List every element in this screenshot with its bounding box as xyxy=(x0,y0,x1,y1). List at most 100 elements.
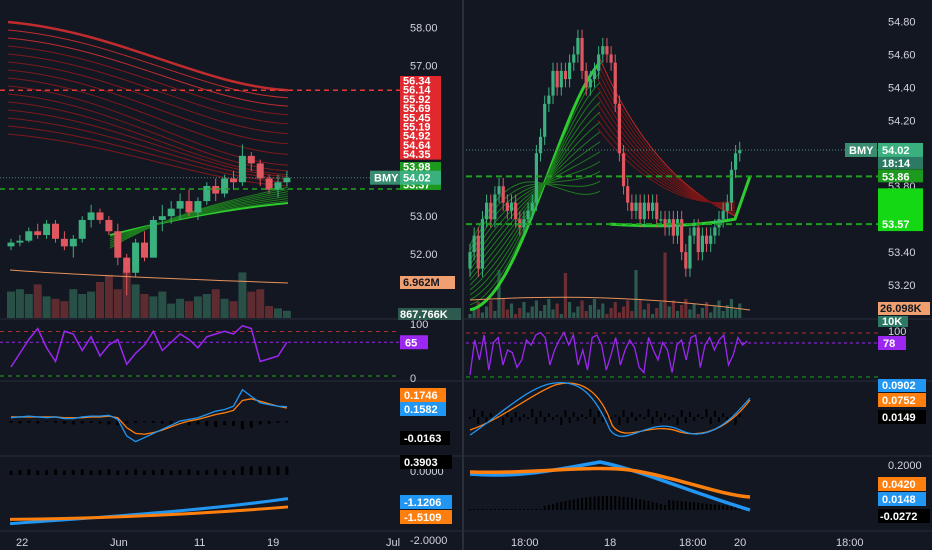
oscillator-histogram-bar xyxy=(655,502,658,510)
macd-histogram-bar xyxy=(502,417,505,425)
volume-bar xyxy=(96,282,104,318)
oscillator-slow-line xyxy=(9,505,289,521)
time-axis[interactable]: 22 Jun 11 19 Jul 18:00 18 18:00 20 18:00 xyxy=(16,537,864,549)
macd-histogram-bar xyxy=(659,417,662,422)
macd-histogram-bar xyxy=(643,417,646,419)
macd-histogram-bar xyxy=(684,417,687,423)
oscillator-histogram-bar xyxy=(134,469,138,475)
volume-bar xyxy=(104,274,113,318)
candle-body xyxy=(671,219,675,236)
left-macd-panel[interactable] xyxy=(9,388,289,443)
rsi-tick-label: 100 xyxy=(888,326,906,338)
left-oscillator-panel[interactable] xyxy=(9,466,289,526)
volume-bar xyxy=(696,314,700,318)
time-tick-label: 19 xyxy=(267,537,279,549)
volume-bar xyxy=(559,314,563,318)
candle-body xyxy=(559,70,563,88)
last-price-text: 54.02 xyxy=(403,173,431,185)
oscillator-histogram-bar xyxy=(730,506,733,510)
oscillator-histogram-bar xyxy=(593,496,596,510)
oscillator-histogram-bar xyxy=(276,466,280,475)
volume-bar xyxy=(684,299,688,318)
right-price-panel[interactable] xyxy=(466,29,880,318)
macd-histogram-bar xyxy=(618,417,621,425)
candle-body xyxy=(238,155,246,183)
macd-histogram-bar xyxy=(80,421,84,424)
right-oscillator-panel[interactable] xyxy=(469,460,751,512)
macd-histogram-bar xyxy=(672,415,675,417)
candle-body xyxy=(34,231,42,236)
macd-histogram-bar xyxy=(597,411,600,417)
volume-bar xyxy=(193,296,202,318)
volume-bar xyxy=(663,252,667,318)
macd-histogram-bar xyxy=(285,421,289,423)
macd-histogram-bar xyxy=(89,421,93,423)
right-rsi-panel[interactable] xyxy=(466,331,880,378)
right-macd-panel[interactable] xyxy=(469,381,751,437)
macd-histogram-bar xyxy=(481,411,484,417)
volume-bar xyxy=(526,312,530,318)
oscillator-histogram-bar xyxy=(734,506,737,510)
ribbon-price-badge xyxy=(400,85,441,96)
volume-bar xyxy=(113,289,122,318)
ribbon-price-text: 55.45 xyxy=(403,112,431,124)
macd-histogram-bar xyxy=(547,413,550,417)
macd-histogram-bar xyxy=(552,417,554,420)
volume-bar xyxy=(51,298,60,318)
ma-ribbon-line-red xyxy=(7,29,289,99)
volume-bar xyxy=(220,298,229,318)
candle-body xyxy=(485,202,489,220)
candle-body xyxy=(543,103,547,137)
ribbon-price-badge xyxy=(400,76,441,86)
macd-histogram-bar xyxy=(214,421,218,427)
oscillator-histogram-bar xyxy=(232,470,235,475)
candle-body xyxy=(194,201,202,213)
volume-bar xyxy=(555,303,559,318)
volume-bar xyxy=(472,308,476,318)
oscillator-histogram-bar xyxy=(622,496,625,510)
macd-histogram-bar xyxy=(734,417,737,425)
oscillator-histogram-bar xyxy=(80,469,84,475)
candle-body xyxy=(274,182,282,190)
macd-histogram-bar xyxy=(107,421,111,425)
left-price-panel[interactable] xyxy=(0,20,400,318)
time-tick-label: Jun xyxy=(110,537,128,549)
macd-histogram-bar xyxy=(556,415,559,417)
macd-value-badge xyxy=(878,393,926,407)
macd-value-text: 0.0752 xyxy=(882,395,916,407)
volume-bar xyxy=(601,303,605,318)
candle-body xyxy=(522,219,526,228)
oscillator-histogram-bar xyxy=(473,509,476,510)
oscillator-histogram-bar xyxy=(635,498,637,510)
macd-histogram-bar xyxy=(62,421,66,424)
ribbon-price-text: 54.64 xyxy=(403,140,431,152)
macd-histogram-bar xyxy=(543,417,546,422)
candle-body xyxy=(489,202,493,220)
volume-bar xyxy=(149,296,158,318)
candle-body xyxy=(480,219,485,269)
level-zone-fill xyxy=(878,188,923,232)
rsi-tick-label: 100 xyxy=(410,319,428,331)
volume-bar xyxy=(651,314,655,318)
macd-histogram-bar xyxy=(469,417,471,419)
macd-histogram-bar xyxy=(730,415,733,417)
oscillator-histogram-bar xyxy=(531,509,534,510)
macd-histogram-bar xyxy=(726,417,729,420)
price-tick-label: 54.80 xyxy=(888,16,916,28)
oscillator-histogram-bar xyxy=(539,509,542,510)
volume-average-line xyxy=(469,296,751,311)
left-rsi-panel[interactable] xyxy=(0,324,400,377)
oscillator-value-text: 0.0420 xyxy=(882,479,916,491)
candle-body xyxy=(725,202,729,211)
volume-bar xyxy=(468,314,472,318)
candle-body xyxy=(680,219,684,253)
macd-histogram-bar xyxy=(535,417,538,424)
volume-bar xyxy=(480,312,485,318)
macd-histogram-bar xyxy=(688,412,691,417)
price-tick-label: 53.20 xyxy=(888,280,916,292)
ma-ribbon-line-green xyxy=(109,201,289,237)
ma-ribbon-line-red xyxy=(7,117,289,180)
macd-histogram-bar xyxy=(585,417,588,419)
oscillator-histogram-bar xyxy=(469,509,471,510)
